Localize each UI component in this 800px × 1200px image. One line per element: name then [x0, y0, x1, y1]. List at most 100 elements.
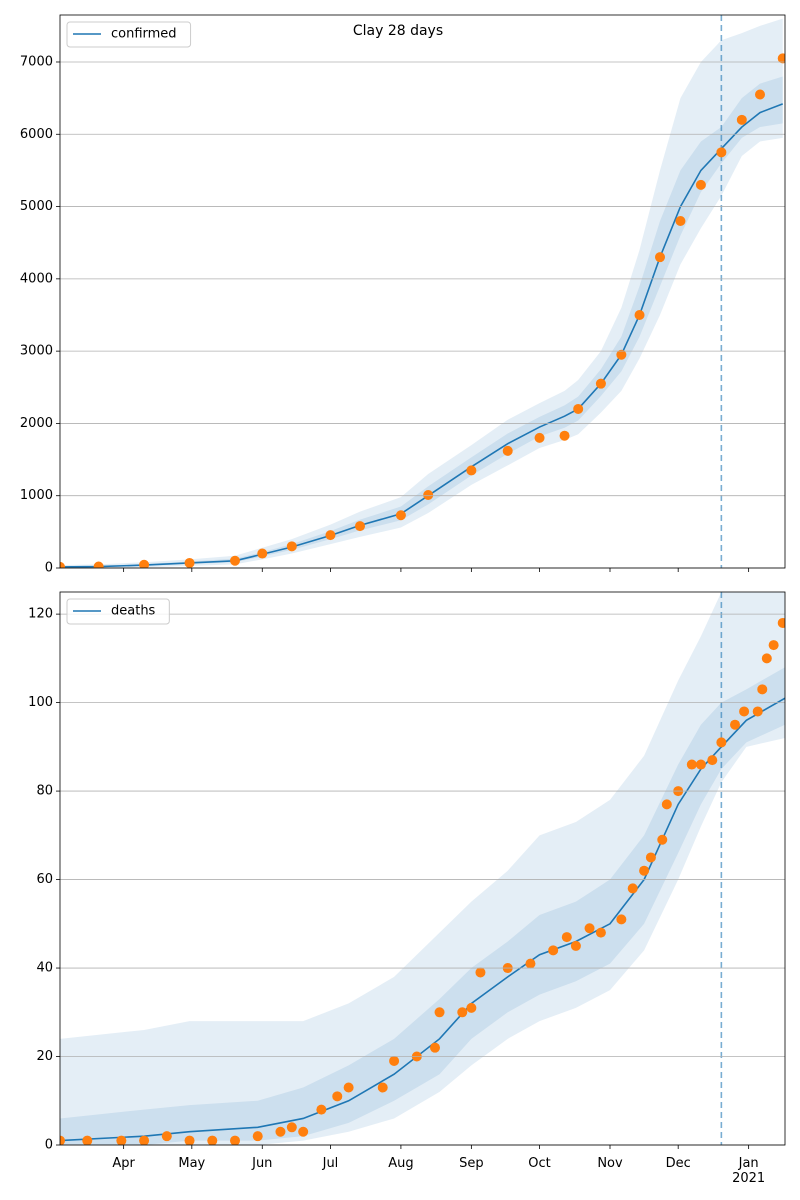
observed-point: [207, 1135, 218, 1145]
y-tick-label: 40: [36, 961, 53, 976]
y-tick-label: 0: [45, 1138, 53, 1153]
plot-area: [60, 15, 785, 568]
observed-point: [230, 555, 240, 566]
observed-point: [655, 252, 665, 263]
observed-point: [548, 945, 559, 956]
x-tick-label: Aug: [388, 1156, 413, 1171]
y-tick-label: 3000: [20, 344, 53, 359]
observed-point: [595, 927, 606, 938]
observed-point: [184, 1135, 195, 1145]
observed-point: [686, 759, 697, 770]
y-tick-label: 4000: [20, 271, 53, 286]
x-tick-label: Jun: [251, 1156, 272, 1171]
legend-box: [66, 21, 192, 48]
y-tick-label: 80: [36, 784, 53, 799]
observed-point: [389, 1055, 400, 1066]
observed-point: [355, 521, 365, 532]
observed-point: [395, 510, 406, 521]
y-tick-label: 100: [28, 695, 53, 710]
legend: confirmed: [66, 21, 192, 48]
y-tick-label: 2000: [20, 416, 53, 431]
observed-point: [116, 1135, 127, 1145]
observed-point: [761, 653, 772, 664]
observed-point: [777, 617, 785, 628]
uncertainty-band: [60, 667, 785, 1145]
y-tick-label: 7000: [20, 54, 53, 69]
observed-point: [716, 147, 727, 158]
plot-area: [60, 592, 785, 1145]
observed-point: [502, 445, 513, 456]
observed-point: [616, 349, 627, 360]
panel: 0 20 40 60 80 100 120 Apr May Jun Jul Aug Sep Oct Nov D…: [28, 591, 786, 1186]
observed-point: [332, 1091, 343, 1102]
observed-point: [286, 541, 297, 552]
observed-point: [695, 179, 706, 190]
y-tick-label: 60: [36, 872, 53, 887]
observed-point: [139, 559, 150, 568]
observed-point: [93, 561, 104, 568]
observed-point: [377, 1082, 388, 1093]
panel: 0 1000 2000 3000 4000 5000 6000 7000 Clay 28 day…: [20, 14, 786, 576]
x-tick-label: Apr: [112, 1156, 135, 1171]
observed-point: [755, 89, 765, 100]
observed-point: [675, 216, 686, 227]
observed-point: [730, 719, 740, 730]
observed-point: [645, 852, 656, 863]
observed-point: [616, 914, 627, 925]
observed-point: [534, 432, 545, 443]
observed-point: [343, 1082, 354, 1093]
observed-point: [457, 1007, 468, 1018]
observed-point: [257, 548, 268, 559]
legend-box: [66, 598, 170, 625]
observed-point: [298, 1126, 309, 1137]
observed-point: [768, 640, 779, 651]
x-tick-label: Jul: [322, 1156, 339, 1171]
observed-point: [573, 403, 584, 414]
observed-point: [777, 53, 785, 64]
observed-point: [316, 1104, 327, 1115]
x-tick-label: Sep: [459, 1156, 484, 1171]
y-tick-label: 120: [28, 607, 53, 622]
observed-point: [561, 932, 572, 943]
chart-title: Clay 28 days: [353, 23, 443, 39]
observed-point: [286, 1122, 297, 1133]
observed-point: [707, 755, 718, 766]
x-tick-label: May: [178, 1156, 205, 1171]
uncertainty-band: [60, 18, 783, 568]
observed-point: [275, 1126, 286, 1137]
observed-point: [184, 557, 195, 568]
observed-point: [661, 799, 672, 810]
legend-label: confirmed: [111, 27, 177, 42]
observed-point: [325, 530, 336, 541]
x-tick-label: Nov: [597, 1156, 623, 1171]
observed-point: [430, 1042, 440, 1053]
x-tick-label: Jan 2021: [732, 1156, 765, 1186]
observed-point: [475, 967, 486, 978]
observed-point: [230, 1135, 240, 1145]
legend-label: deaths: [111, 604, 156, 619]
observed-point: [60, 1135, 65, 1145]
observed-point: [466, 465, 477, 476]
observed-point: [423, 489, 434, 500]
observed-point: [739, 706, 750, 717]
observed-point: [657, 834, 668, 845]
y-tick-label: 6000: [20, 127, 53, 142]
observed-point: [584, 923, 595, 934]
observed-point: [60, 561, 65, 568]
observed-point: [252, 1131, 263, 1142]
observed-point: [525, 958, 536, 969]
y-tick-label: 0: [45, 561, 53, 576]
observed-point: [757, 684, 768, 695]
observed-point: [716, 737, 727, 748]
observed-point: [559, 430, 570, 441]
legend: deaths: [66, 598, 170, 625]
plot-frame: [59, 591, 786, 1146]
observed-point: [82, 1135, 93, 1145]
y-tick-label: 1000: [20, 488, 53, 503]
observed-point: [736, 114, 747, 125]
observed-point: [139, 1135, 150, 1145]
x-tick-label: Oct: [528, 1156, 550, 1171]
observed-point: [570, 940, 581, 951]
observed-point: [634, 309, 645, 320]
observed-point: [595, 378, 606, 389]
